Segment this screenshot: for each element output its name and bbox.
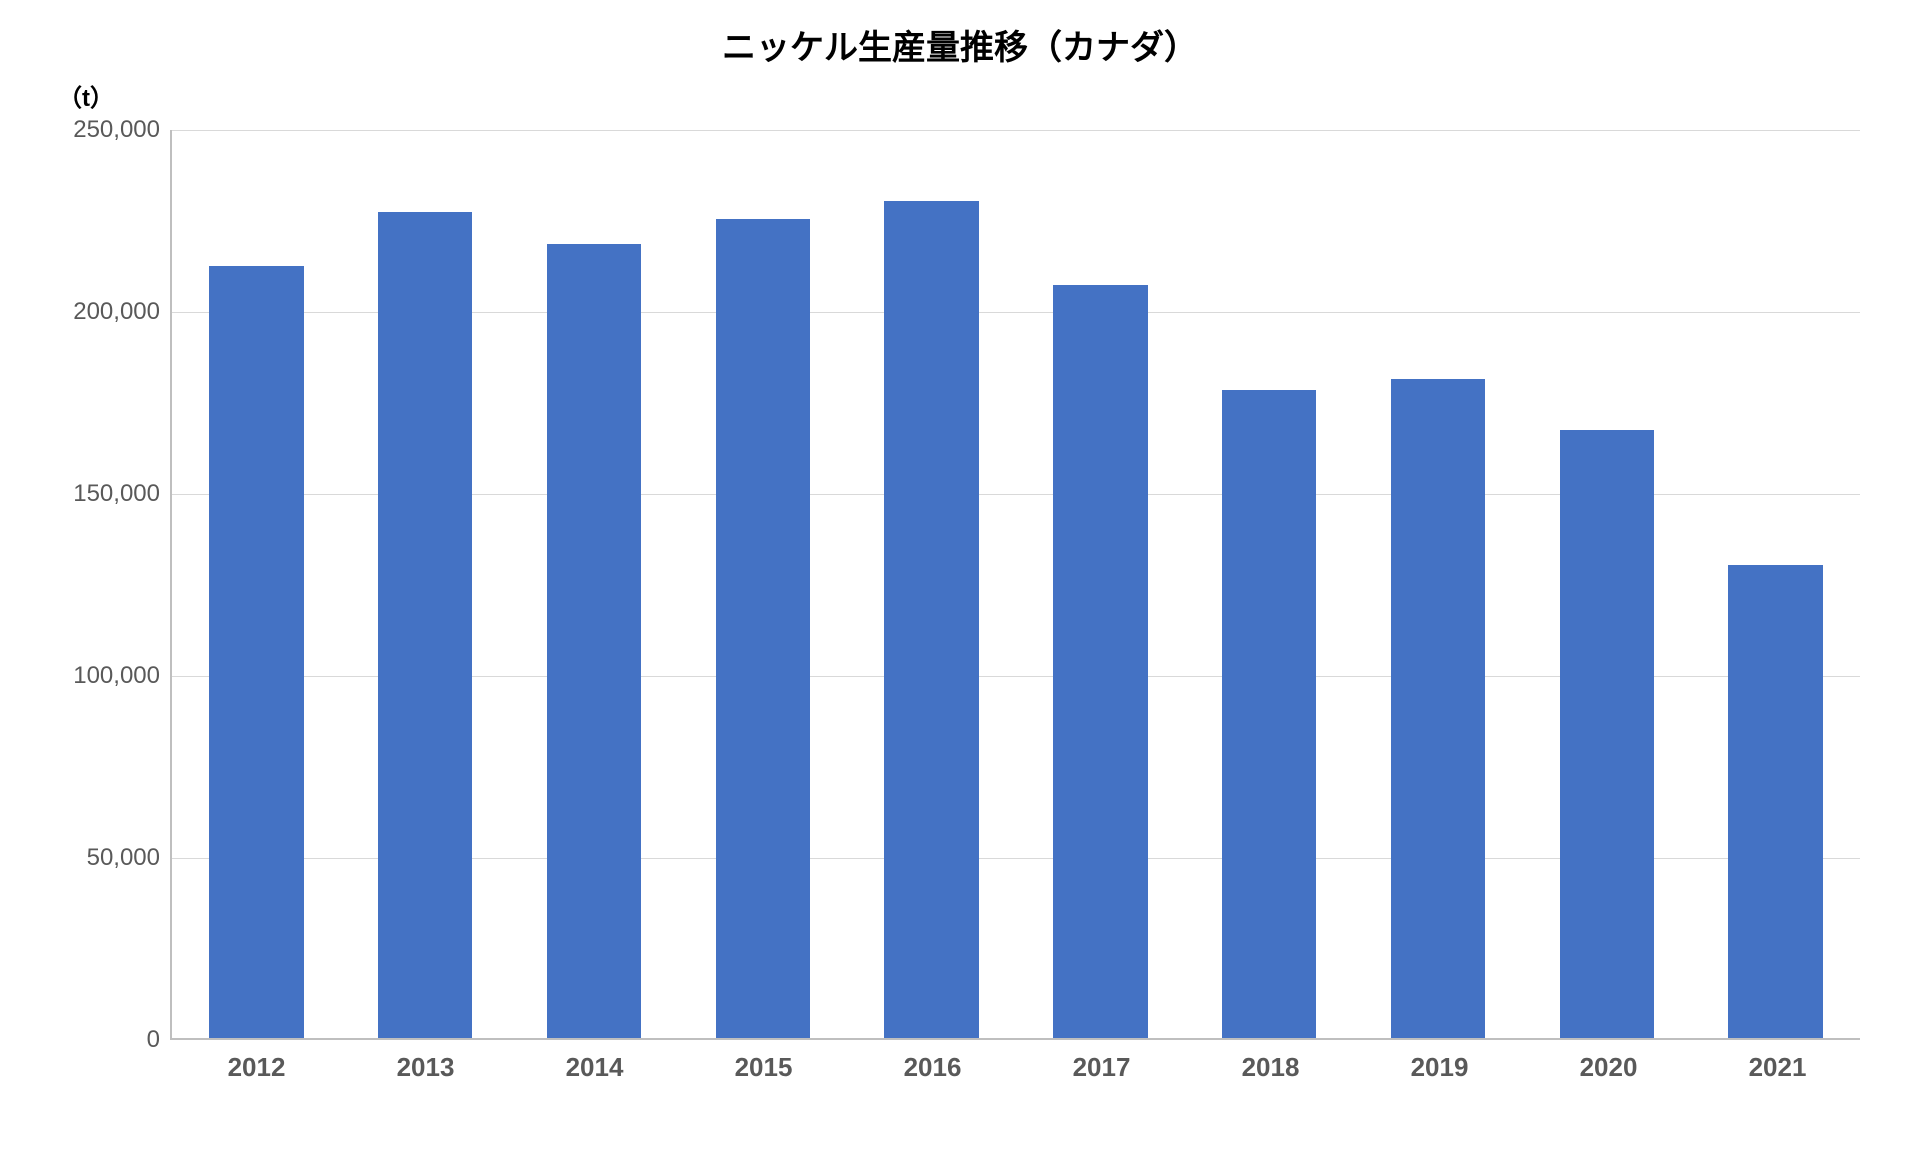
bar [378, 212, 473, 1038]
bar [209, 266, 304, 1038]
bar [716, 219, 811, 1038]
bar [1560, 430, 1655, 1038]
bar-slot [847, 130, 1016, 1038]
bar [1053, 285, 1148, 1038]
bar-slot [1691, 130, 1860, 1038]
bar [884, 201, 979, 1038]
xtick-label: 2020 [1580, 1052, 1638, 1083]
xtick-label: 2021 [1749, 1052, 1807, 1083]
bars-group [172, 130, 1860, 1038]
bar-slot [510, 130, 679, 1038]
chart-title: ニッケル生産量推移（カナダ） [40, 20, 1880, 69]
xtick-label: 2016 [904, 1052, 962, 1083]
bar [1728, 565, 1823, 1038]
xtick-label: 2013 [397, 1052, 455, 1083]
bar-slot [678, 130, 847, 1038]
ytick-label: 150,000 [73, 480, 160, 508]
plot-area: 050,000100,000150,000200,000250,00020122… [170, 130, 1860, 1040]
ytick-label: 250,000 [73, 116, 160, 144]
xtick-label: 2018 [1242, 1052, 1300, 1083]
xtick-label: 2019 [1411, 1052, 1469, 1083]
ytick-label: 0 [147, 1026, 160, 1054]
bar [1222, 390, 1317, 1038]
chart-container: ニッケル生産量推移（カナダ） （t） 050,000100,000150,000… [40, 20, 1880, 1120]
xtick-label: 2017 [1073, 1052, 1131, 1083]
bar-slot [1185, 130, 1354, 1038]
bar-slot [1354, 130, 1523, 1038]
ytick-label: 200,000 [73, 298, 160, 326]
bar-slot [1016, 130, 1185, 1038]
bar-slot [341, 130, 510, 1038]
bar-slot [1522, 130, 1691, 1038]
xtick-label: 2012 [228, 1052, 286, 1083]
unit-label: （t） [58, 78, 114, 113]
bar-slot [172, 130, 341, 1038]
ytick-label: 50,000 [87, 844, 160, 872]
bar [547, 244, 642, 1038]
xtick-label: 2015 [735, 1052, 793, 1083]
bar [1391, 379, 1486, 1038]
xtick-label: 2014 [566, 1052, 624, 1083]
ytick-label: 100,000 [73, 662, 160, 690]
